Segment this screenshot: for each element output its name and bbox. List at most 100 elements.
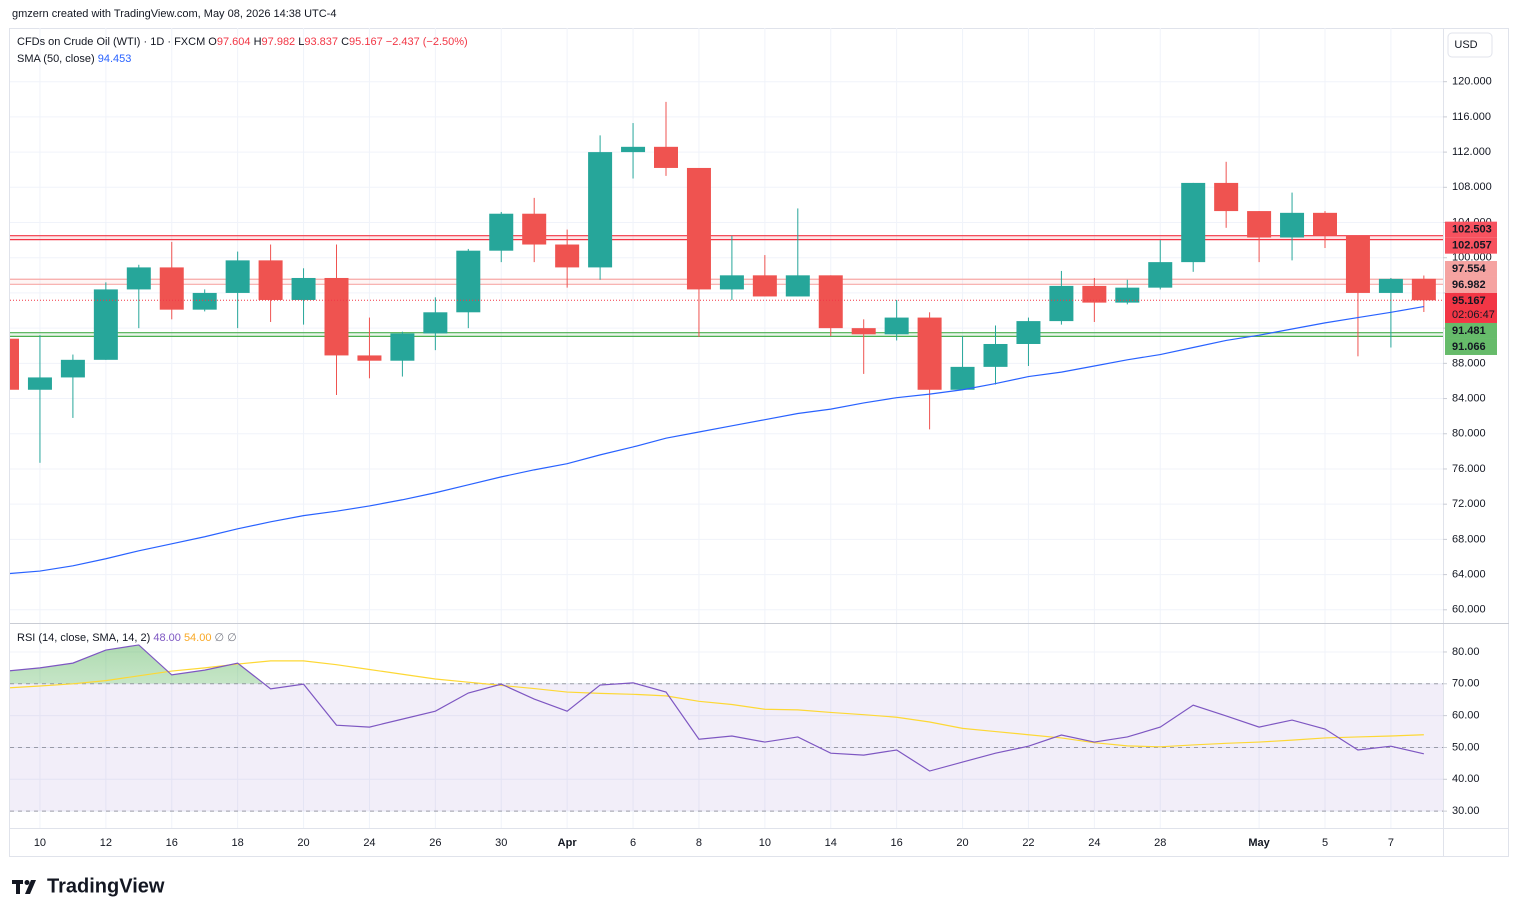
y-tick-label: 108.000 [1452, 181, 1492, 193]
x-tick-label: 12 [100, 837, 112, 849]
candle-body [291, 277, 316, 300]
candle-body [1115, 287, 1140, 303]
y-tick-label: 112.000 [1452, 146, 1491, 158]
x-tick-label: 16 [891, 837, 903, 849]
candle-body [1016, 321, 1041, 344]
x-tick-label: 26 [429, 837, 441, 849]
x-tick-label: 22 [1022, 837, 1034, 849]
candle-body [192, 292, 217, 310]
currency[interactable]: USD [1454, 39, 1477, 51]
candle-body [917, 317, 942, 390]
candle-body [555, 244, 580, 268]
x-tick-label: 24 [363, 837, 375, 849]
x-tick-label: 20 [956, 837, 968, 849]
frame [9, 28, 1509, 857]
level-label-box [1445, 260, 1497, 277]
price-legend: CFDs on Crude Oil (WTI) · 1D · FXCM O97.… [17, 36, 468, 48]
sma-line [10, 305, 1424, 575]
y-tick-label: 116.000 [1452, 111, 1491, 123]
price-label: 95.167 [1452, 295, 1486, 307]
x-tick-label: Apr [558, 837, 578, 849]
level-label: 102.503 [1452, 224, 1492, 236]
x-tick-label: 18 [232, 837, 244, 849]
candle-body [324, 277, 349, 356]
level-label-box [1445, 237, 1497, 254]
y-tick-label: 76.000 [1452, 463, 1486, 475]
y-tick-label: 72.000 [1452, 498, 1486, 510]
header: gmzern created with TradingView.com, May… [12, 8, 336, 20]
countdown: 02:06:47 [1452, 309, 1495, 321]
level-label-box [1445, 338, 1497, 355]
candle-body [588, 152, 613, 268]
candle-body [1049, 285, 1074, 322]
legend-close: 95.167 [349, 36, 383, 48]
price-label-box [1445, 292, 1497, 323]
level-label: 91.066 [1452, 341, 1486, 353]
candle-body [1345, 235, 1370, 293]
sma-value: 94.453 [98, 53, 132, 65]
legend-change: −2.437 (−2.50%) [386, 36, 468, 48]
x-tick-label: 7 [1388, 837, 1394, 849]
candle-body [93, 289, 118, 360]
level-band [10, 235, 1443, 240]
candle-body [983, 343, 1008, 367]
x-tick-label: 16 [166, 837, 178, 849]
x-tick-label: 24 [1088, 837, 1100, 849]
candle-body [522, 213, 547, 245]
x-tick-label: 20 [297, 837, 309, 849]
brand: TradingView [47, 875, 165, 897]
candle-body [654, 146, 678, 168]
x-tick-label: 10 [759, 837, 771, 849]
candle-body [1378, 278, 1403, 293]
candle-body [10, 338, 19, 390]
rsi-line [10, 660, 1424, 748]
candle-body [27, 377, 52, 390]
candle-body [785, 275, 810, 297]
level-label: 91.481 [1452, 325, 1486, 337]
candle-body [719, 275, 744, 290]
level-label-box [1445, 221, 1497, 238]
candle-body [456, 250, 481, 313]
x-tick-label: 10 [34, 837, 46, 849]
y-tick-label: 70.00 [1452, 678, 1480, 690]
rsi-sma-value: 54.00 [184, 632, 212, 644]
candle-body [159, 267, 184, 310]
candle-body [489, 213, 514, 251]
level-label: 96.982 [1452, 279, 1486, 291]
candle-body [1280, 212, 1305, 238]
candle-body [60, 359, 85, 378]
y-tick-label: 60.00 [1452, 710, 1480, 722]
y-tick-label: 30.00 [1452, 805, 1480, 817]
rsi-line [10, 644, 1424, 772]
level-label: 102.057 [1452, 240, 1492, 252]
level-label: 97.554 [1452, 263, 1487, 275]
rsi-extra: ∅ ∅ [215, 632, 237, 644]
candle-body [357, 355, 382, 361]
x-tick-label: 30 [495, 837, 507, 849]
candle-body [1247, 211, 1272, 238]
candle-body [1181, 182, 1206, 263]
x-tick-label: 8 [696, 837, 702, 849]
y-tick-label: 88.000 [1452, 357, 1486, 369]
legend-c: C [341, 36, 349, 48]
currency-button[interactable] [1447, 32, 1493, 58]
sma-label: SMA (50, close) [17, 53, 95, 65]
y-tick-label: 40.00 [1452, 773, 1480, 785]
candle-body [818, 275, 843, 329]
legend-high: 97.982 [262, 36, 296, 48]
x-tick-label: May [1248, 837, 1270, 849]
level-label-box [1445, 322, 1497, 339]
y-tick-label: 80.00 [1452, 646, 1480, 658]
y-tick-label: 84.000 [1452, 392, 1486, 404]
x-tick-label: 5 [1322, 837, 1328, 849]
candle-body [1411, 278, 1436, 301]
candle-body [126, 267, 151, 290]
price-pane [10, 101, 1443, 575]
y-tick-label: 60.000 [1452, 604, 1486, 616]
candle-body [1313, 212, 1337, 236]
candle-body [752, 275, 777, 297]
candle-body [1082, 285, 1107, 303]
legend-h: H [254, 36, 262, 48]
candle-body [1214, 182, 1239, 212]
